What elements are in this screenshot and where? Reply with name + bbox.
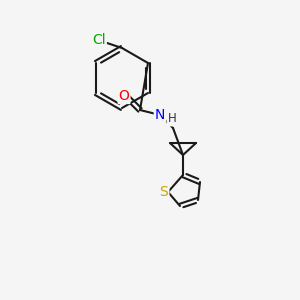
- Text: O: O: [118, 89, 129, 103]
- Text: H: H: [168, 112, 176, 125]
- Text: S: S: [160, 185, 168, 199]
- Text: Cl: Cl: [92, 33, 106, 47]
- Text: N: N: [155, 108, 165, 122]
